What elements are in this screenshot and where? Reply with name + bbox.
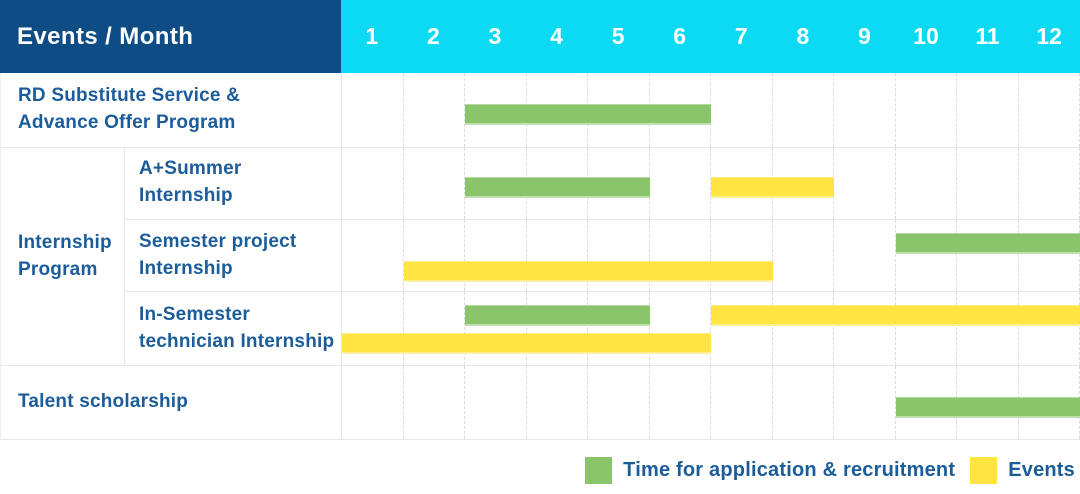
- month-gridline-cell: [527, 292, 588, 365]
- application-recruitment-bar: [895, 232, 1080, 254]
- timeline-cell: [342, 148, 1080, 219]
- month-gridline-cell: [404, 366, 465, 439]
- month-gridline-cell: [465, 292, 527, 365]
- month-gridline-cell: [957, 73, 1019, 147]
- month-header-4: 4: [550, 23, 563, 49]
- month-header-6: 6: [673, 23, 687, 49]
- month-gridline-cell: [957, 292, 1019, 365]
- legend-label: Time for application & recruitment: [623, 459, 956, 481]
- events-month-header-cell: Events / Month: [0, 0, 341, 73]
- month-header-10: 10: [913, 23, 939, 49]
- month-gridline-cell: [711, 73, 773, 147]
- month-gridline-cell: [773, 366, 834, 439]
- month-gridline-cell: [1019, 148, 1080, 219]
- month-gridline-cell: [342, 366, 404, 439]
- application-recruitment-bar: [465, 177, 650, 199]
- internship-subrows: A+Summer Internship Semester project Int…: [125, 148, 1080, 365]
- table-row-talent-scholarship: Talent scholarship: [1, 366, 1080, 440]
- table-row-semester-project: Semester project Internship: [125, 219, 1080, 293]
- month-gridline-cell: [711, 219, 773, 292]
- month-gridline-cell: [342, 219, 404, 292]
- month-gridline-cell: [834, 219, 896, 292]
- month-gridline-cell: [465, 366, 527, 439]
- month-gridline-cell: [588, 219, 650, 292]
- events-bar: [711, 177, 834, 199]
- month-gridline-cell: [896, 292, 957, 365]
- month-gridline-cell: [834, 292, 896, 365]
- application-recruitment-bar: [895, 396, 1080, 418]
- events-bar: [711, 305, 1080, 327]
- month-gridline-cell: [957, 219, 1019, 292]
- month-gridline-cell: [834, 148, 896, 219]
- table-row-rd-substitute: RD Substitute Service & Advance Offer Pr…: [1, 73, 1080, 148]
- month-gridline-cell: [896, 219, 957, 292]
- green-swatch-icon: [585, 457, 613, 484]
- month-header-1: 1: [365, 23, 379, 49]
- timeline-cell: [342, 292, 1080, 365]
- month-gridline-cell: [773, 219, 834, 292]
- row-label-in-semester-technician-internship: In-Semester technician Internship: [125, 292, 342, 365]
- timeline-cell: [342, 73, 1080, 147]
- application-recruitment-bar: [465, 104, 711, 125]
- timeline-cell: [342, 219, 1080, 292]
- month-header-5: 5: [611, 23, 625, 49]
- month-gridline-cell: [834, 73, 896, 147]
- month-gridline-cell: [896, 73, 957, 147]
- month-header-3: 3: [488, 23, 502, 49]
- events-bar: [403, 260, 773, 282]
- month-header-11: 11: [975, 23, 1000, 49]
- events-bar: [342, 333, 711, 355]
- table-row-internship-program-group: Internship Program A+Summer Internship S…: [1, 148, 1080, 366]
- month-gridline-cell: [650, 219, 711, 292]
- month-gridline-cell: [650, 292, 711, 365]
- table-header-row: Events / Month 1 2 3 4 5 6 7 8 9 10 11 12: [0, 0, 1080, 73]
- month-gridline-cell: [773, 73, 834, 147]
- month-gridline-cell: [527, 366, 588, 439]
- month-gridline-cell: [957, 148, 1019, 219]
- month-gridline-cell: [342, 148, 404, 219]
- month-gridline-cell: [404, 148, 465, 219]
- month-gridline-cell: [711, 366, 773, 439]
- month-gridline-cell: [834, 366, 896, 439]
- month-header-8: 8: [796, 23, 810, 49]
- month-gridline-cell: [1019, 73, 1080, 147]
- table-body: RD Substitute Service & Advance Offer Pr…: [0, 73, 1080, 440]
- row-label-a-plus-summer-internship: A+Summer Internship: [125, 148, 342, 219]
- chart-legend: Time for application & recruitment Event…: [585, 457, 1075, 484]
- legend-item-application-recruitment: Time for application & recruitment: [585, 457, 955, 484]
- month-header-12: 12: [1036, 23, 1062, 49]
- application-recruitment-bar: [465, 305, 650, 327]
- table-row-in-semester-technician: In-Semester technician Internship: [125, 292, 1080, 365]
- month-gridline-cell: [404, 73, 465, 147]
- legend-item-events: Events: [970, 457, 1075, 484]
- month-gridline-cell: [588, 366, 650, 439]
- month-gridline-cell: [588, 292, 650, 365]
- month-header-row: 1 2 3 4 5 6 7 8 9 10 11 12: [341, 0, 1080, 73]
- month-gridline-cell: [342, 292, 404, 365]
- group-label-internship-program: Internship Program: [1, 148, 125, 365]
- month-gridline-cell: [773, 292, 834, 365]
- yellow-swatch-icon: [970, 457, 998, 484]
- row-label-rd-substitute-service: RD Substitute Service & Advance Offer Pr…: [1, 73, 342, 147]
- month-gridline-cell: [1019, 219, 1080, 292]
- row-label-semester-project-internship: Semester project Internship: [125, 219, 342, 292]
- month-gridline-cell: [1019, 292, 1080, 365]
- month-gridline-cell: [650, 366, 711, 439]
- month-gridline-cell: [404, 292, 465, 365]
- month-header-7: 7: [734, 23, 748, 49]
- month-header-9: 9: [858, 23, 871, 49]
- month-gridline-cell: [465, 219, 527, 292]
- row-label-talent-scholarship: Talent scholarship: [1, 366, 342, 439]
- month-gridline-cell: [711, 292, 773, 365]
- month-gridline-cell: [896, 148, 957, 219]
- month-header-2: 2: [426, 23, 440, 49]
- month-gridline-cell: [404, 219, 465, 292]
- legend-label: Events: [1008, 459, 1075, 481]
- month-gridline-cell: [527, 219, 588, 292]
- month-gridline-cell: [650, 148, 711, 219]
- table-row-a-plus-summer: A+Summer Internship: [125, 148, 1080, 220]
- timeline-cell: [342, 366, 1080, 439]
- month-gridline-cell: [342, 73, 404, 147]
